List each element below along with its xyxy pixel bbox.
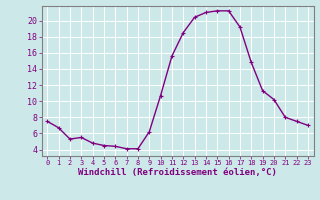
X-axis label: Windchill (Refroidissement éolien,°C): Windchill (Refroidissement éolien,°C) bbox=[78, 168, 277, 177]
